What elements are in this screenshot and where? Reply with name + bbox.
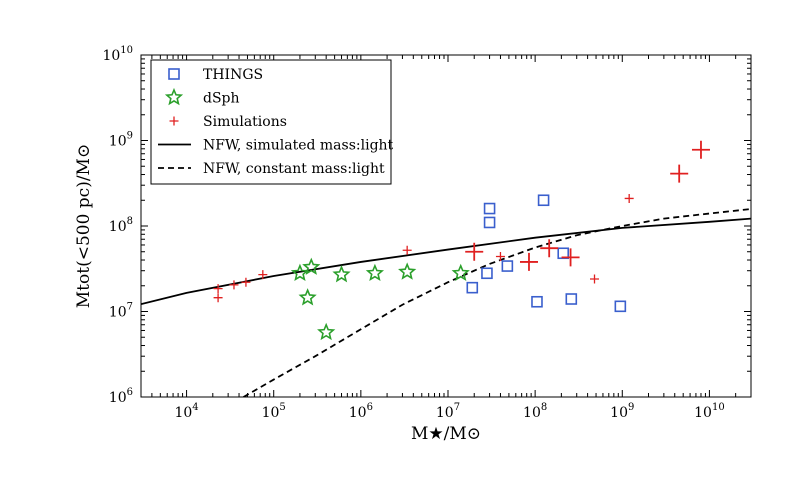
- simulation-point: [213, 284, 223, 294]
- x-axis-label: M★/M⊙: [411, 424, 481, 444]
- simulation-point: [590, 274, 600, 284]
- x-tick-label: 109: [610, 402, 634, 421]
- legend-label: NFW, constant mass:light: [203, 161, 385, 177]
- nfw-simulated-line: [141, 217, 751, 305]
- things-point: [537, 194, 550, 207]
- things-point: [557, 247, 570, 260]
- things-point: [481, 267, 493, 280]
- legend-item: THINGS: [168, 67, 263, 83]
- things-point: [483, 202, 496, 215]
- simulation-point: [624, 193, 634, 203]
- legend-item: NFW, simulated mass:light: [158, 138, 394, 154]
- x-tick-label: 1010: [694, 402, 725, 421]
- x-tick-label: 105: [262, 402, 286, 421]
- simulation-point: [465, 242, 484, 261]
- legend-label: NFW, simulated mass:light: [203, 138, 394, 154]
- dsph-point: [302, 257, 321, 275]
- legend-item: Simulations: [169, 114, 287, 130]
- simulation-point: [213, 293, 223, 303]
- legend-items: THINGS dSph Simulations NFW, simulated mass…: [158, 67, 394, 177]
- x-axis-label-main: M★/M⊙: [411, 424, 481, 444]
- x-tick-label: 106: [349, 402, 373, 421]
- things-point: [531, 295, 543, 308]
- x-tick-label: 104: [174, 402, 198, 421]
- legend-box: [150, 59, 392, 185]
- legend-item: dSph: [164, 87, 240, 107]
- y-tick-label: 1010: [102, 45, 133, 64]
- model-lines: [141, 208, 751, 397]
- y-tick-label: 108: [109, 216, 133, 235]
- things-point: [614, 300, 627, 313]
- tick-marks: [140, 54, 752, 398]
- y-tick-label: 106: [109, 387, 133, 406]
- y-axis-label: Mtot(<500 pc)/M⊙: [74, 144, 94, 308]
- simulation-point: [402, 245, 412, 255]
- simulation-point: [495, 251, 505, 261]
- things-point: [565, 293, 578, 305]
- simulation-point: [691, 140, 710, 159]
- simulation-point: [561, 248, 580, 267]
- dsph-point: [317, 322, 336, 341]
- legend-item: NFW, constant mass:light: [158, 161, 385, 177]
- x-tick-label: 107: [436, 402, 460, 421]
- legend-label: dSph: [203, 91, 240, 107]
- y-tick-label: 109: [109, 131, 133, 150]
- dsph-point: [365, 263, 385, 282]
- nfw-constant-line: [243, 208, 751, 397]
- x-tick-label: 108: [523, 402, 547, 421]
- legend-marker-square: [168, 68, 180, 80]
- simulation-point: [258, 270, 268, 280]
- legend-label: Simulations: [203, 114, 287, 130]
- legend-marker-plus: [169, 116, 179, 126]
- dsph-point: [398, 262, 417, 280]
- things-point: [466, 281, 479, 294]
- dsph-point: [290, 263, 310, 282]
- dsph-point: [332, 265, 351, 283]
- simulation-point: [519, 252, 538, 271]
- dsph-point: [451, 263, 470, 282]
- tick-labels: 104 105 106 107 108 109 1010 106 107 108 109 1010: [102, 45, 724, 421]
- legend: THINGS dSph Simulations NFW, simulated mass…: [150, 59, 394, 185]
- legend-marker-star: [164, 87, 184, 106]
- y-axis-label-main: Mtot(<500 pc)/M⊙: [74, 144, 94, 308]
- y-tick-label: 107: [109, 302, 133, 321]
- things-point: [483, 216, 496, 229]
- plot-area: [140, 54, 752, 398]
- things-point: [501, 260, 514, 272]
- data-points: [213, 140, 710, 341]
- legend-label: THINGS: [203, 67, 263, 83]
- simulation-point: [241, 277, 251, 287]
- simulation-point: [540, 239, 559, 258]
- simulation-point: [229, 280, 239, 290]
- simulation-point: [670, 164, 689, 183]
- dsph-point: [298, 288, 317, 306]
